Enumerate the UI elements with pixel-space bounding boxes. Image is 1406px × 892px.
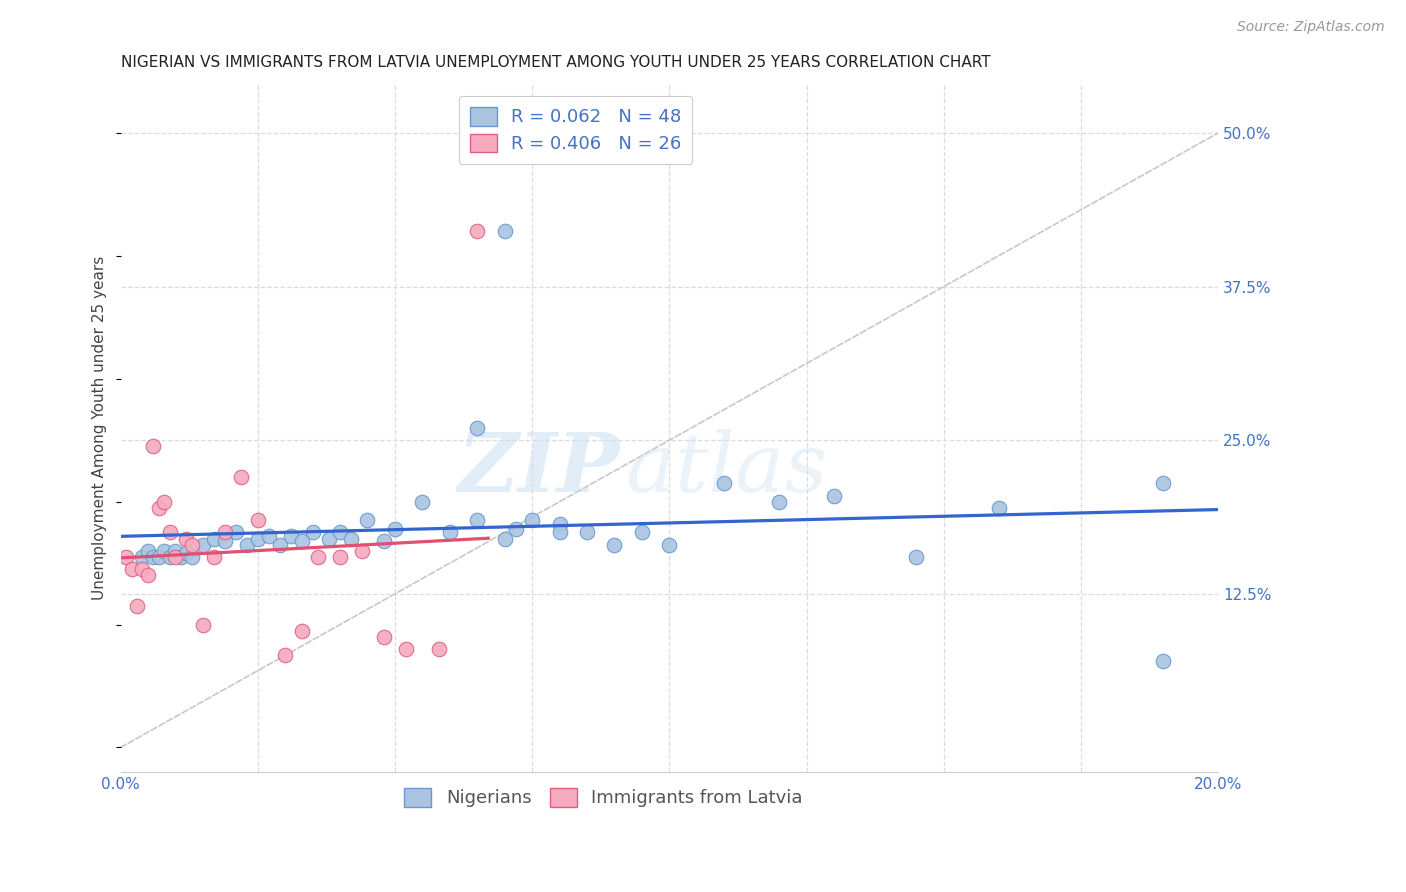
Point bbox=[548, 525, 571, 540]
Point bbox=[165, 544, 187, 558]
Point bbox=[384, 522, 406, 536]
Point bbox=[136, 544, 159, 558]
Point bbox=[576, 525, 599, 540]
Point bbox=[373, 630, 395, 644]
Point bbox=[520, 513, 543, 527]
Point bbox=[1152, 476, 1174, 491]
Point bbox=[170, 549, 193, 564]
Point bbox=[225, 525, 247, 540]
Point bbox=[176, 532, 198, 546]
Point bbox=[340, 532, 363, 546]
Point bbox=[548, 516, 571, 531]
Point bbox=[214, 525, 236, 540]
Point bbox=[395, 642, 418, 657]
Point bbox=[142, 439, 165, 453]
Point bbox=[274, 648, 297, 663]
Point bbox=[202, 549, 225, 564]
Point bbox=[115, 549, 138, 564]
Text: Source: ZipAtlas.com: Source: ZipAtlas.com bbox=[1237, 20, 1385, 34]
Point bbox=[713, 476, 735, 491]
Point bbox=[148, 549, 170, 564]
Point bbox=[191, 617, 214, 632]
Point bbox=[505, 522, 527, 536]
Text: atlas: atlas bbox=[626, 429, 828, 509]
Point bbox=[246, 513, 269, 527]
Point bbox=[131, 549, 153, 564]
Point bbox=[905, 549, 928, 564]
Point bbox=[176, 546, 198, 560]
Point bbox=[280, 529, 302, 543]
Point bbox=[257, 529, 280, 543]
Point bbox=[121, 562, 143, 576]
Point bbox=[291, 624, 314, 638]
Point bbox=[823, 489, 845, 503]
Text: ZIP: ZIP bbox=[457, 429, 620, 509]
Point bbox=[658, 538, 681, 552]
Point bbox=[411, 494, 433, 508]
Point bbox=[159, 549, 181, 564]
Point bbox=[301, 525, 323, 540]
Point bbox=[125, 599, 148, 614]
Point bbox=[202, 532, 225, 546]
Text: NIGERIAN VS IMMIGRANTS FROM LATVIA UNEMPLOYMENT AMONG YOUTH UNDER 25 YEARS CORRE: NIGERIAN VS IMMIGRANTS FROM LATVIA UNEMP… bbox=[121, 55, 990, 70]
Point bbox=[153, 544, 176, 558]
Point bbox=[350, 544, 373, 558]
Point bbox=[153, 494, 176, 508]
Point bbox=[427, 642, 450, 657]
Point bbox=[439, 525, 461, 540]
Point bbox=[1152, 655, 1174, 669]
Point bbox=[246, 532, 269, 546]
Point bbox=[235, 538, 257, 552]
Point bbox=[631, 525, 654, 540]
Point bbox=[159, 525, 181, 540]
Point bbox=[214, 534, 236, 549]
Point bbox=[494, 532, 516, 546]
Point bbox=[329, 525, 352, 540]
Point bbox=[148, 500, 170, 515]
Point bbox=[269, 538, 291, 552]
Y-axis label: Unemployment Among Youth under 25 years: Unemployment Among Youth under 25 years bbox=[93, 256, 107, 600]
Point bbox=[987, 500, 1010, 515]
Point bbox=[356, 513, 378, 527]
Point bbox=[318, 532, 340, 546]
Point bbox=[142, 549, 165, 564]
Point bbox=[180, 538, 202, 552]
Point bbox=[131, 562, 153, 576]
Point bbox=[165, 549, 187, 564]
Point bbox=[180, 549, 202, 564]
Point bbox=[465, 513, 488, 527]
Point bbox=[307, 549, 329, 564]
Point bbox=[136, 568, 159, 582]
Legend: Nigerians, Immigrants from Latvia: Nigerians, Immigrants from Latvia bbox=[396, 780, 810, 814]
Point bbox=[231, 470, 253, 484]
Point bbox=[291, 534, 314, 549]
Point bbox=[373, 534, 395, 549]
Point bbox=[191, 538, 214, 552]
Point bbox=[603, 538, 626, 552]
Point bbox=[465, 224, 488, 238]
Point bbox=[465, 421, 488, 435]
Point bbox=[329, 549, 352, 564]
Point bbox=[494, 224, 516, 238]
Point bbox=[768, 494, 790, 508]
